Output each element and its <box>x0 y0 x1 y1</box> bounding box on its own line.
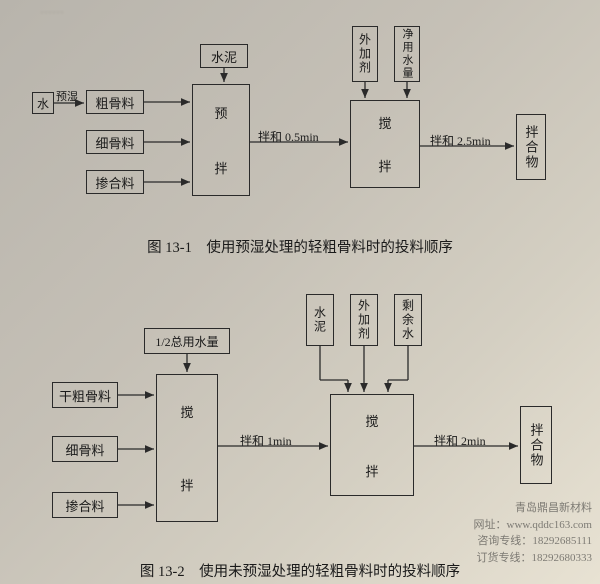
mix2-box: 搅 拌 <box>330 394 414 496</box>
fine-box2: 细骨料 <box>52 436 118 462</box>
admixture-text: 掺合料 <box>95 173 134 192</box>
remain-water-box: 剩余水 <box>394 294 422 346</box>
netwater-text: 净用水量 <box>399 28 415 80</box>
cement-box: 水泥 <box>200 44 248 68</box>
dry-coarse-text: 干粗骨料 <box>59 386 111 405</box>
wm-site-label: 网址： <box>474 519 507 531</box>
wm-order-label: 订货专线： <box>477 552 532 564</box>
half-water-box: 1/2总用水量 <box>144 328 230 354</box>
remain-water-text: 剩余水 <box>400 299 417 341</box>
wm-consult: 18292685111 <box>532 535 592 547</box>
half-water-text: 1/2总用水量 <box>155 333 218 350</box>
addagent-box2: 外加剂 <box>350 294 378 346</box>
wm-company: 青岛鼎昌新材料 <box>474 500 592 517</box>
cement-text: 水泥 <box>211 47 237 66</box>
diagram-1: 水 预湿 粗骨料 细骨料 掺合料 水泥 预 拌 外加剂 净用水量 搅 拌 拌合物… <box>0 20 600 230</box>
cement-text2: 水泥 <box>312 306 329 334</box>
water-label: 水 <box>37 95 49 112</box>
wm-consult-label: 咨询专线： <box>477 535 532 547</box>
addagent-text: 外加剂 <box>357 33 374 75</box>
premix-box: 预 拌 <box>192 84 250 196</box>
mix1-c1: 搅 <box>180 402 193 421</box>
coarse-text: 粗骨料 <box>95 93 134 112</box>
mix-box: 搅 拌 <box>350 100 420 188</box>
fine-box: 细骨料 <box>86 130 144 154</box>
wm-order: 18292680333 <box>532 552 593 564</box>
product-box: 拌合物 <box>516 114 546 180</box>
product-text2: 拌合物 <box>527 423 546 468</box>
prewet-label: 预湿 <box>56 88 78 104</box>
diagram1-arrows <box>0 20 600 230</box>
netwater-box: 净用水量 <box>394 26 420 82</box>
addagent-box: 外加剂 <box>352 26 378 82</box>
d2-mix2-label: 拌和 2min <box>434 432 486 449</box>
addagent-text2: 外加剂 <box>356 299 373 341</box>
dry-coarse-box: 干粗骨料 <box>52 382 118 408</box>
mix1-box: 搅 拌 <box>156 374 218 522</box>
d2-mix1-label: 拌和 1min <box>240 432 292 449</box>
fine-text2: 细骨料 <box>65 440 104 459</box>
watermark: 青岛鼎昌新材料 网址：www.qddc163.com 咨询专线：18292685… <box>474 500 592 566</box>
premix-c2: 拌 <box>214 158 227 177</box>
admixture-box2: 掺合料 <box>52 492 118 518</box>
fine-text: 细骨料 <box>95 133 134 152</box>
mix1-label: 拌和 0.5min <box>258 128 319 145</box>
diagram1-caption: 图 13-1 使用预湿处理的轻粗骨料时的投料顺序 <box>0 236 600 257</box>
product-box2: 拌合物 <box>520 406 552 484</box>
mix-c2: 拌 <box>378 156 391 175</box>
blurred-text: …… <box>40 2 64 16</box>
mix-c1: 搅 <box>378 113 391 132</box>
admixture-text2: 掺合料 <box>65 496 104 515</box>
mix1-c2: 拌 <box>180 475 193 494</box>
water-box: 水 <box>32 92 54 114</box>
cement-box2: 水泥 <box>306 294 334 346</box>
premix-c1: 预 <box>214 103 227 122</box>
wm-site: www.qddc163.com <box>507 519 592 531</box>
product-text: 拌合物 <box>522 125 541 170</box>
mix2-c1: 搅 <box>365 411 378 430</box>
coarse-box: 粗骨料 <box>86 90 144 114</box>
mix2-label: 拌和 2.5min <box>430 132 491 149</box>
admixture-box: 掺合料 <box>86 170 144 194</box>
mix2-c2: 拌 <box>365 461 378 480</box>
